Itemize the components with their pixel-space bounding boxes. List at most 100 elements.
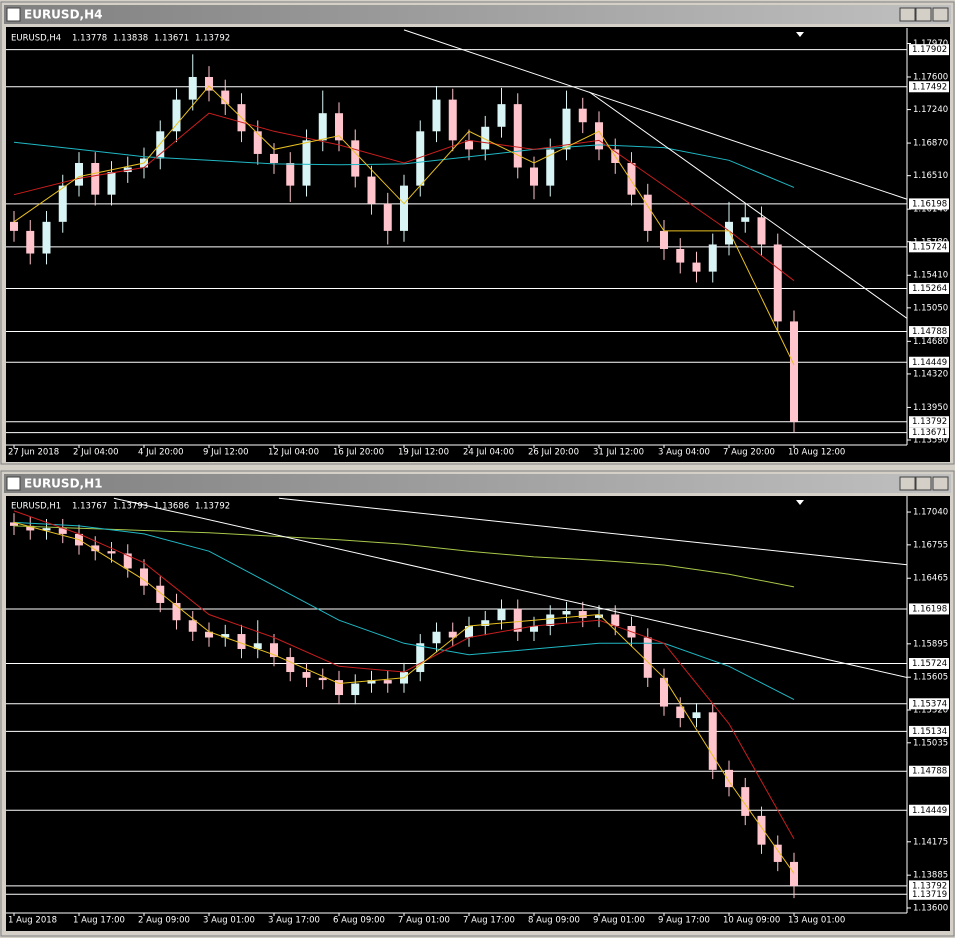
window-icon bbox=[6, 476, 21, 491]
y-tick-label: 1.14320 bbox=[913, 369, 948, 379]
candle-body bbox=[318, 113, 327, 141]
candle-body bbox=[546, 149, 555, 186]
price-level-tag bbox=[909, 44, 949, 56]
candle-body bbox=[773, 844, 782, 862]
price-level-label: 1.15374 bbox=[912, 699, 947, 709]
ohlc-value: 1.13767 bbox=[72, 502, 107, 512]
y-tick-label: 1.16755 bbox=[913, 540, 948, 550]
price-level-tag bbox=[909, 880, 949, 892]
window-title: EURUSD,H1 bbox=[24, 477, 102, 491]
price-level-label: 1.14449 bbox=[912, 806, 947, 816]
candle-body bbox=[497, 608, 506, 621]
minimize-button[interactable] bbox=[899, 7, 916, 22]
trend-line bbox=[589, 91, 907, 320]
candle-body bbox=[562, 108, 571, 150]
price-level-tag bbox=[909, 658, 949, 670]
candle-body bbox=[172, 99, 181, 132]
ohlc-value: 1.13671 bbox=[154, 34, 189, 44]
candle-body bbox=[351, 140, 360, 177]
candle-body bbox=[643, 637, 652, 678]
minimize-button[interactable] bbox=[899, 476, 916, 491]
price-level-tag bbox=[909, 603, 949, 615]
candle-body bbox=[26, 525, 35, 531]
chart-window: EURUSD,H1 bbox=[0, 470, 955, 937]
x-tick-label: 7 Aug 20:00 bbox=[723, 448, 775, 458]
candle-body bbox=[578, 611, 587, 618]
candle-body bbox=[188, 76, 197, 100]
candle-body bbox=[790, 861, 798, 886]
candle-body bbox=[465, 140, 473, 150]
x-tick-label: 6 Aug 09:00 bbox=[333, 916, 385, 926]
ohlc-value: 1.13778 bbox=[72, 34, 107, 44]
candle-body bbox=[253, 131, 262, 154]
price-level-label: 1.16198 bbox=[912, 604, 947, 614]
candle-body bbox=[416, 643, 425, 673]
x-tick-label: 26 Jul 20:00 bbox=[528, 448, 579, 458]
price-level-label: 1.15264 bbox=[912, 284, 947, 294]
candle-body bbox=[140, 568, 148, 586]
candle-body bbox=[270, 153, 278, 163]
candle-body bbox=[725, 769, 733, 788]
candle-body bbox=[335, 113, 343, 141]
ohlc-value: 1.13792 bbox=[195, 34, 230, 44]
candle-body bbox=[708, 712, 717, 770]
moving-average bbox=[13, 141, 795, 188]
x-tick-label: 9 Jul 12:00 bbox=[203, 448, 249, 458]
price-level-label: 1.15724 bbox=[912, 242, 947, 252]
price-level-label: 1.16198 bbox=[912, 199, 947, 209]
title-bar[interactable] bbox=[4, 474, 951, 493]
candle-body bbox=[676, 248, 685, 263]
chart-area[interactable] bbox=[6, 496, 950, 931]
close-button[interactable] bbox=[932, 7, 949, 22]
candle-body bbox=[91, 545, 100, 552]
candle-body bbox=[660, 230, 668, 249]
chart-window: EURUSD,H4 bbox=[0, 1, 955, 465]
price-level-label: 1.14788 bbox=[912, 767, 947, 777]
price-level-tag bbox=[909, 804, 949, 816]
candle-body bbox=[530, 167, 538, 186]
ohlc-value: 1.13792 bbox=[195, 502, 230, 512]
candle-body bbox=[302, 140, 311, 186]
price-level-label: 1.14449 bbox=[912, 358, 947, 368]
price-level-tag bbox=[909, 725, 949, 737]
title-bar[interactable] bbox=[4, 5, 951, 24]
candle-body bbox=[367, 680, 376, 684]
candle-body bbox=[205, 76, 213, 91]
y-tick-label: 1.14680 bbox=[913, 337, 948, 347]
candle-body bbox=[676, 706, 685, 719]
candle-body bbox=[660, 677, 668, 707]
shift-marker bbox=[796, 32, 804, 37]
x-tick-label: 27 Jun 2018 bbox=[8, 448, 59, 458]
candle-body bbox=[205, 631, 213, 638]
x-tick-label: 9 Aug 17:00 bbox=[658, 916, 710, 926]
close-button[interactable] bbox=[932, 476, 949, 491]
maximize-button[interactable] bbox=[915, 7, 932, 22]
plot bbox=[6, 497, 907, 899]
chart-area[interactable] bbox=[6, 27, 950, 462]
candle-body bbox=[270, 643, 278, 658]
candle-body bbox=[188, 620, 197, 632]
candle-body bbox=[432, 631, 441, 644]
maximize-button[interactable] bbox=[915, 476, 932, 491]
price-level-tag bbox=[909, 356, 949, 368]
candle-body bbox=[107, 551, 116, 554]
moving-average bbox=[13, 510, 795, 840]
candle-body bbox=[221, 90, 230, 105]
candle-body bbox=[692, 262, 701, 272]
price-level-tag bbox=[909, 241, 949, 253]
price-level-label: 1.15134 bbox=[912, 727, 947, 737]
y-tick-label: 1.17240 bbox=[913, 105, 948, 115]
price-level-label: 1.13792 bbox=[912, 881, 947, 891]
chart-symbol: EURUSD,H1 bbox=[11, 502, 61, 512]
x-tick-label: 7 Aug 01:00 bbox=[398, 916, 450, 926]
x-tick-label: 2 Jul 04:00 bbox=[73, 448, 119, 458]
y-tick-label: 1.15320 bbox=[913, 706, 948, 716]
candle-body bbox=[123, 553, 132, 569]
ohlc-value: 1.13838 bbox=[113, 34, 148, 44]
candle-body bbox=[741, 787, 750, 816]
candle-body bbox=[757, 815, 766, 845]
moving-average bbox=[13, 525, 795, 588]
candle-body bbox=[497, 104, 506, 127]
price-level-tag bbox=[909, 198, 949, 210]
trend-line bbox=[278, 497, 907, 566]
